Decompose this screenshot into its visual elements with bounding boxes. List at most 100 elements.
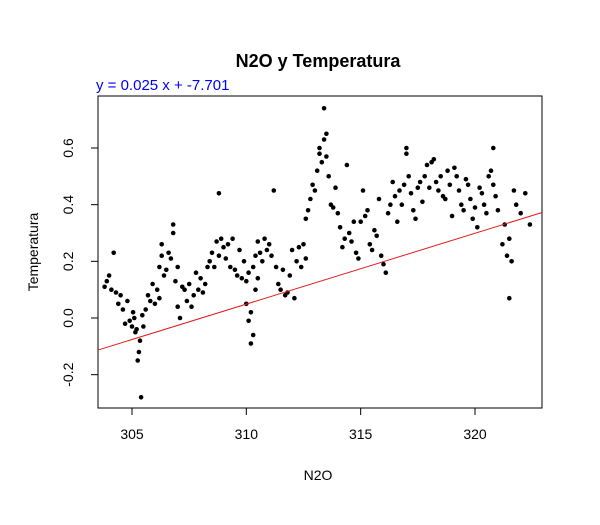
data-point [266, 242, 272, 247]
data-point [177, 315, 183, 321]
data-point [454, 174, 460, 179]
data-point [276, 281, 281, 287]
data-point [125, 298, 130, 304]
data-point [436, 188, 441, 193]
data-point [298, 264, 304, 270]
data-point [404, 151, 409, 156]
data-point [433, 179, 439, 185]
data-point [305, 208, 311, 213]
data-point [138, 395, 144, 400]
data-point [262, 236, 267, 241]
data-point [113, 290, 119, 295]
data-point [212, 264, 217, 270]
data-point [445, 168, 450, 173]
data-point [411, 208, 416, 213]
data-point [365, 208, 370, 213]
data-point [324, 154, 329, 159]
data-point [239, 276, 245, 281]
data-point [461, 208, 466, 213]
data-point [111, 250, 116, 256]
data-point [447, 182, 453, 188]
data-point [344, 162, 350, 168]
data-point [116, 301, 121, 307]
x-tick-label: 305 [120, 426, 144, 442]
data-point [214, 239, 219, 244]
data-point [168, 256, 174, 261]
data-point [376, 196, 382, 202]
data-point [353, 250, 359, 256]
data-point [335, 210, 341, 216]
y-tick-label: 0.2 [60, 251, 76, 271]
data-point [209, 250, 215, 256]
x-tick-label: 320 [463, 426, 487, 442]
data-point [152, 301, 158, 307]
data-point [333, 185, 338, 190]
data-point [330, 205, 336, 210]
data-point [314, 168, 320, 173]
data-point [255, 239, 261, 244]
data-point [495, 208, 501, 213]
y-tick-label: -0.2 [60, 362, 76, 386]
data-point [200, 290, 206, 295]
data-point [184, 298, 190, 304]
data-point [106, 273, 112, 278]
data-point [367, 242, 373, 247]
data-point [159, 253, 164, 258]
data-point [253, 253, 258, 258]
data-point [493, 193, 498, 199]
data-point [321, 106, 327, 111]
data-point [362, 213, 368, 219]
data-point [136, 349, 142, 355]
data-point [388, 202, 393, 207]
data-point [289, 247, 295, 253]
data-point [523, 191, 528, 196]
data-point [260, 259, 265, 264]
data-point [420, 199, 425, 205]
data-point [135, 358, 140, 363]
data-point [193, 270, 199, 276]
data-point [202, 281, 208, 287]
data-point [137, 338, 143, 344]
data-point [431, 157, 437, 162]
data-point [381, 261, 386, 267]
data-point [228, 264, 233, 270]
data-point [527, 222, 533, 227]
data-point [182, 287, 187, 293]
data-point [342, 236, 348, 241]
data-point [118, 293, 123, 298]
data-point [415, 185, 421, 190]
data-point [122, 321, 128, 327]
data-point [378, 253, 384, 258]
data-point [130, 310, 136, 315]
data-point [186, 281, 192, 287]
data-point [507, 295, 512, 301]
data-point [518, 210, 523, 216]
data-point [372, 227, 377, 233]
data-point [129, 324, 135, 329]
data-point [475, 225, 480, 230]
data-point [148, 298, 153, 304]
data-point [127, 318, 132, 324]
data-point [491, 182, 496, 188]
data-point [477, 185, 482, 190]
data-point [507, 236, 512, 241]
data-point [369, 247, 375, 253]
data-point [360, 188, 366, 193]
data-point [427, 185, 432, 190]
data-point [340, 244, 345, 250]
data-point [385, 210, 391, 216]
data-point [255, 276, 261, 281]
x-axis-title: N2O [304, 467, 333, 483]
data-point [191, 293, 196, 298]
data-point [150, 281, 155, 287]
data-point [280, 267, 286, 273]
data-point [292, 295, 297, 301]
data-point [232, 267, 238, 273]
data-point [468, 196, 473, 202]
data-point [303, 216, 309, 222]
data-point [356, 256, 361, 261]
data-point [170, 222, 176, 227]
data-point [326, 174, 332, 179]
data-point [145, 293, 151, 298]
data-point [308, 196, 313, 202]
